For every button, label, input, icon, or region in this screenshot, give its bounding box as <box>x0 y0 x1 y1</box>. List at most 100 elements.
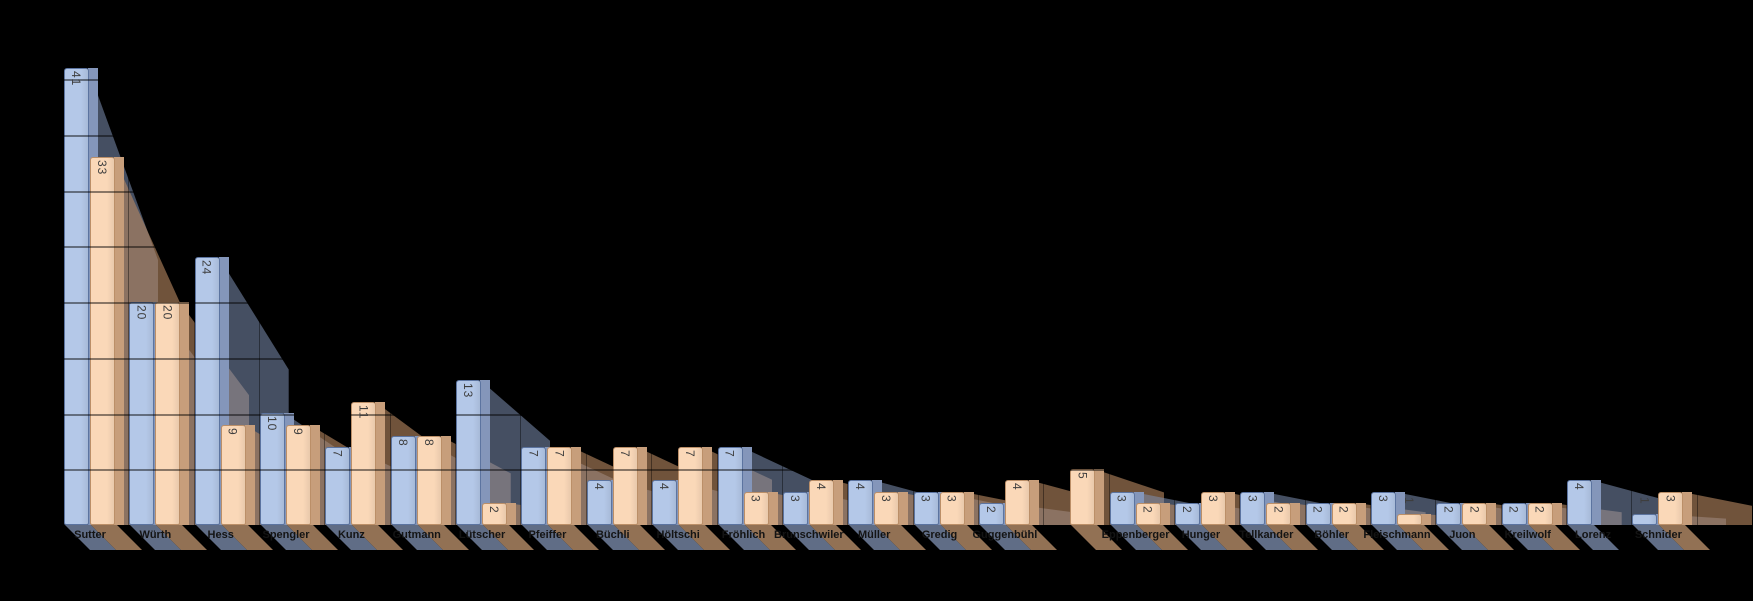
bar <box>808 480 834 525</box>
bar <box>913 492 939 525</box>
gridline <box>60 134 1740 137</box>
gridline <box>1696 68 1698 525</box>
bar <box>260 413 286 525</box>
bar <box>220 425 246 525</box>
gridline <box>520 68 522 525</box>
bar-value-label: 2 <box>1271 506 1286 514</box>
bar <box>1240 492 1266 525</box>
bar-value-label: 7 <box>617 450 632 458</box>
bar-value-label: 2 <box>1336 506 1351 514</box>
bar-side-face <box>1028 480 1039 525</box>
bar-side-face <box>179 302 190 525</box>
gridline <box>1500 68 1502 525</box>
bar-side-face <box>114 157 124 525</box>
bar <box>1266 503 1292 525</box>
bar <box>286 425 312 525</box>
x-axis-label: Eppenberger <box>1101 529 1170 541</box>
bar-value-label: 1 <box>1402 497 1416 505</box>
bar <box>129 302 155 525</box>
bar <box>612 447 638 525</box>
bar-value-label: 10 <box>265 416 280 432</box>
bar-value-label: 2 <box>1441 506 1456 514</box>
bar-side-face <box>741 447 752 525</box>
gridline <box>585 68 587 525</box>
bar-value-label: 3 <box>944 495 959 503</box>
bar-value-label: 3 <box>787 495 802 503</box>
bar-value-label: 41 <box>69 71 83 87</box>
gridline <box>1173 68 1175 525</box>
gridline <box>60 302 1740 304</box>
bar-value-label: 2 <box>1506 506 1521 514</box>
bar <box>194 257 220 525</box>
bar-value-label: 3 <box>1663 495 1678 503</box>
gridline <box>1043 68 1045 525</box>
bar <box>978 503 1004 525</box>
bar-side-face <box>963 492 974 525</box>
gridline <box>324 68 326 525</box>
bar <box>743 492 769 525</box>
bar-value-label: 3 <box>1205 495 1220 503</box>
x-axis-label: Brunschwiler <box>774 529 844 541</box>
bar <box>482 503 508 525</box>
gridline <box>455 68 457 525</box>
bar-value-label: 4 <box>657 483 672 491</box>
bar-side-face <box>480 380 491 525</box>
bar-side-face <box>1682 492 1693 525</box>
bar <box>325 447 351 525</box>
bar <box>782 492 808 525</box>
x-axis-label: Böhler <box>1314 529 1350 541</box>
bar-value-label: 7 <box>330 450 345 458</box>
gridline <box>63 68 64 525</box>
bar-value-label: 3 <box>1245 495 1260 503</box>
x-axis-label: Fröhlich <box>721 529 766 541</box>
bar <box>521 447 547 525</box>
bar-value-label: 13 <box>461 383 476 399</box>
bar <box>874 492 900 525</box>
gridline <box>1239 68 1241 525</box>
gridline <box>60 357 1740 360</box>
bar <box>1632 514 1658 525</box>
gridline <box>847 68 849 525</box>
gridline <box>716 68 718 525</box>
gridline <box>1631 68 1633 525</box>
x-axis-label: Kunz <box>337 529 365 541</box>
bar-value-label: 7 <box>552 450 567 458</box>
bar-side-face <box>702 447 713 525</box>
bar <box>1658 492 1684 525</box>
gridline <box>1566 68 1568 525</box>
bar <box>717 447 743 525</box>
bar-value-label: 4 <box>1009 483 1024 491</box>
gridline <box>259 68 261 525</box>
bar <box>1462 503 1488 525</box>
bar <box>351 402 377 525</box>
bar <box>390 436 416 525</box>
bar <box>1109 492 1135 525</box>
bar-value-label: 20 <box>134 305 149 321</box>
x-axis-label: Lütscher <box>458 529 506 541</box>
bar-side-face <box>1094 469 1105 525</box>
bar-side-face <box>1486 503 1497 525</box>
bar-value-label: 3 <box>879 495 894 503</box>
x-axis-label: Fleischmann <box>1363 529 1431 541</box>
bar-value-label: 2 <box>1467 506 1482 514</box>
gridline <box>193 68 195 525</box>
bar-side-face <box>832 480 843 525</box>
gridline <box>1370 68 1371 525</box>
x-axis-label: Juon <box>1449 529 1476 541</box>
gridline <box>60 79 1740 81</box>
bar-side-face <box>506 503 517 525</box>
bar-value-label: 4 <box>813 483 828 491</box>
bar <box>678 447 704 525</box>
x-axis-label: Hess <box>207 529 234 541</box>
x-axis-label: Hunger <box>1181 529 1221 541</box>
bar-value-label: 24 <box>199 260 214 276</box>
x-axis-label: Müller <box>857 529 891 541</box>
bar-value-label: 2 <box>1532 506 1547 514</box>
gridline <box>781 68 783 525</box>
bar-side-face <box>244 425 255 525</box>
x-axis-label: Gredig <box>921 529 958 541</box>
bar <box>1200 492 1226 525</box>
bar-value-label: 9 <box>291 428 306 436</box>
bar <box>1174 503 1200 525</box>
